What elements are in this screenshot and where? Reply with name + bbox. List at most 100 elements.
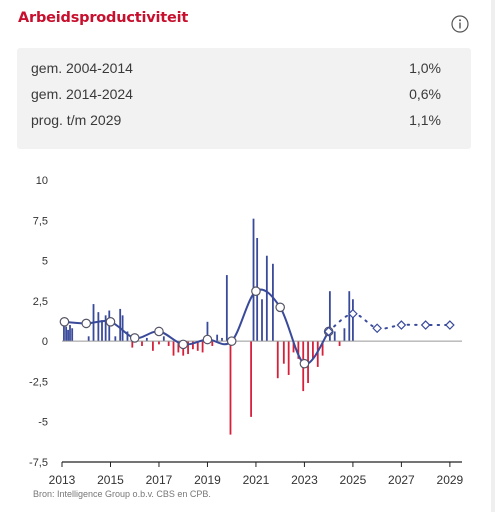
bar (97, 312, 100, 342)
bar (252, 218, 255, 342)
actual-marker (275, 302, 285, 313)
x-tick-label: 2023 (291, 473, 318, 487)
bar (196, 341, 199, 351)
bar (65, 326, 68, 342)
summary-label: gem. 2014-2024 (31, 86, 133, 102)
summary-value: 1,0% (409, 60, 441, 76)
summary-label: gem. 2004-2014 (31, 60, 133, 76)
y-tick-label: 0 (42, 336, 48, 348)
actual-marker (154, 326, 164, 337)
bar (261, 299, 263, 342)
bar (158, 341, 160, 345)
actual-marker (105, 317, 116, 327)
summary-value: 0,6% (409, 86, 441, 102)
x-tick-label: 2013 (49, 473, 76, 487)
summary-row: prog. t/m 2029 1,1% (31, 112, 441, 132)
productivity-chart: 10 7,5 5 2,5 0 -2,5 -5 -7,5 2013 2015 2017 2019 202… (29, 175, 464, 487)
bar (333, 331, 336, 342)
y-tick-label: 7,5 (33, 215, 48, 227)
bar (162, 336, 165, 342)
forecast-marker (420, 320, 431, 330)
bar (192, 341, 194, 350)
bar (119, 308, 122, 342)
bar (101, 320, 103, 342)
x-tick-label: 2025 (340, 473, 367, 487)
bar (63, 321, 65, 342)
bar (121, 315, 124, 342)
summary-label: prog. t/m 2029 (31, 112, 122, 128)
bar (145, 337, 148, 342)
y-tick-label: 5 (42, 256, 48, 268)
bar (216, 334, 219, 342)
bar (229, 341, 232, 435)
y-tick-label: 2,5 (33, 296, 48, 308)
y-tick-label: -2,5 (29, 376, 48, 388)
actual-marker (178, 339, 189, 350)
bar (250, 341, 252, 417)
forecast-marker (445, 320, 455, 330)
bar (126, 331, 129, 342)
x-tick-label: 2019 (194, 473, 221, 487)
forecast-marker (348, 308, 358, 319)
actual-marker (251, 286, 261, 296)
x-tick-label: 2017 (146, 473, 173, 487)
bar (272, 263, 274, 342)
forecast-marker (323, 326, 334, 337)
summary-panel: gem. 2004-2014 1,0% gem. 2014-2024 0,6% … (17, 48, 471, 149)
bar (292, 341, 295, 353)
y-tick-label: -5 (38, 417, 48, 429)
forecast-marker (372, 323, 383, 334)
x-tick-label: 2029 (437, 473, 464, 487)
bar (141, 341, 143, 346)
page-title: Arbeidsproductiviteit (18, 10, 189, 26)
bar (177, 341, 180, 353)
bar (348, 291, 351, 342)
y-tick-label: -7,5 (29, 457, 48, 469)
bar (201, 341, 204, 353)
bar (287, 341, 290, 375)
bar (352, 299, 354, 342)
bar (312, 341, 314, 359)
x-tick-label: 2021 (243, 473, 270, 487)
bar (71, 328, 74, 342)
bar (104, 315, 107, 342)
bar (338, 341, 341, 346)
scroll-edge (491, 0, 495, 512)
bar (67, 329, 69, 342)
bar (328, 291, 331, 342)
source-note: Bron: Intelligence Group o.b.v. CBS en C… (33, 489, 211, 499)
bar (211, 341, 214, 346)
actual-marker (202, 334, 213, 345)
bar (152, 341, 154, 351)
bar (87, 336, 90, 342)
bar (321, 341, 324, 356)
actual-marker (226, 336, 237, 346)
bar (297, 341, 300, 359)
bar (172, 341, 175, 356)
bar (206, 321, 209, 342)
bar (282, 341, 285, 364)
bar (316, 341, 319, 367)
bar (276, 341, 279, 379)
y-tick-label: 10 (36, 175, 48, 187)
actual-marker (299, 358, 310, 369)
bar (69, 325, 71, 342)
bar (225, 275, 228, 342)
trend-line-forecast (327, 312, 451, 333)
actual-marker (59, 317, 70, 327)
actual-marker (129, 333, 140, 343)
bar (167, 341, 170, 346)
bar (265, 255, 268, 342)
summary-value: 1,1% (409, 112, 441, 128)
summary-row: gem. 2004-2014 1,0% (31, 60, 441, 80)
forecast-marker (396, 320, 407, 330)
bar (114, 336, 117, 342)
bar (131, 341, 134, 348)
bar (343, 328, 346, 342)
info-circle-icon[interactable] (451, 15, 469, 33)
x-tick-label: 2015 (97, 473, 124, 487)
actual-marker (81, 318, 92, 329)
bar (187, 341, 189, 355)
x-tick-label: 2027 (388, 473, 415, 487)
bar (221, 337, 223, 342)
